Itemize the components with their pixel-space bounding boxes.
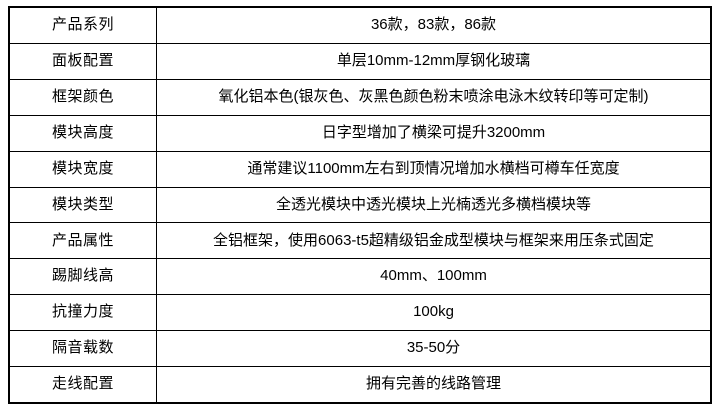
spec-value: 拥有完善的线路管理 bbox=[156, 365, 712, 404]
spec-value: 通常建议1100mm左右到顶情况增加水横档可樽车任宽度 bbox=[156, 150, 712, 188]
table-row: 模块高度 日字型增加了横梁可提升3200mm bbox=[8, 114, 712, 152]
spec-value: 氧化铝本色(银灰色、灰黑色颜色粉末喷涂电泳木纹转印等可定制) bbox=[156, 79, 712, 116]
table-row: 面板配置 单层10mm-12mm厚钢化玻璃 bbox=[8, 43, 712, 81]
table-row: 踢脚线高 40mm、100mm bbox=[8, 258, 712, 296]
spec-label: 模块高度 bbox=[8, 114, 157, 152]
spec-value: 36款，83款，86款 bbox=[156, 6, 712, 45]
table-row: 框架颜色 氧化铝本色(银灰色、灰黑色颜色粉末喷涂电泳木纹转印等可定制) bbox=[8, 79, 712, 116]
table-row: 走线配置 拥有完善的线路管理 bbox=[8, 365, 712, 404]
table-row: 隔音载数 35-50分 bbox=[8, 329, 712, 367]
spec-value: 100kg bbox=[156, 294, 712, 331]
spec-label: 抗撞力度 bbox=[8, 294, 157, 331]
spec-value: 全透光模块中透光模块上光楠透光多横档模块等 bbox=[156, 186, 712, 224]
table-row: 抗撞力度 100kg bbox=[8, 294, 712, 331]
spec-label: 模块类型 bbox=[8, 186, 157, 224]
spec-label: 踢脚线高 bbox=[8, 258, 157, 296]
spec-value: 单层10mm-12mm厚钢化玻璃 bbox=[156, 43, 712, 81]
spec-value: 40mm、100mm bbox=[156, 258, 712, 296]
table-row: 产品系列 36款，83款，86款 bbox=[8, 6, 712, 45]
spec-label: 走线配置 bbox=[8, 365, 157, 404]
spec-value: 35-50分 bbox=[156, 329, 712, 367]
table-row: 模块宽度 通常建议1100mm左右到顶情况增加水横档可樽车任宽度 bbox=[8, 150, 712, 188]
spec-table-body: 产品系列 36款，83款，86款 面板配置 单层10mm-12mm厚钢化玻璃 框… bbox=[8, 6, 712, 404]
spec-label: 隔音载数 bbox=[8, 329, 157, 367]
spec-value: 日字型增加了横梁可提升3200mm bbox=[156, 114, 712, 152]
table-row: 模块类型 全透光模块中透光模块上光楠透光多横档模块等 bbox=[8, 186, 712, 224]
spec-label: 面板配置 bbox=[8, 43, 157, 81]
table-row: 产品属性 全铝框架，使用6063-t5超精级铝金成型模块与框架来用压条式固定 bbox=[8, 222, 712, 260]
spec-label: 产品属性 bbox=[8, 222, 157, 260]
spec-label: 模块宽度 bbox=[8, 150, 157, 188]
product-spec-table: 产品系列 36款，83款，86款 面板配置 单层10mm-12mm厚钢化玻璃 框… bbox=[8, 6, 712, 404]
spec-label: 框架颜色 bbox=[8, 79, 157, 116]
spec-label: 产品系列 bbox=[8, 6, 157, 45]
spec-value: 全铝框架，使用6063-t5超精级铝金成型模块与框架来用压条式固定 bbox=[156, 222, 712, 260]
